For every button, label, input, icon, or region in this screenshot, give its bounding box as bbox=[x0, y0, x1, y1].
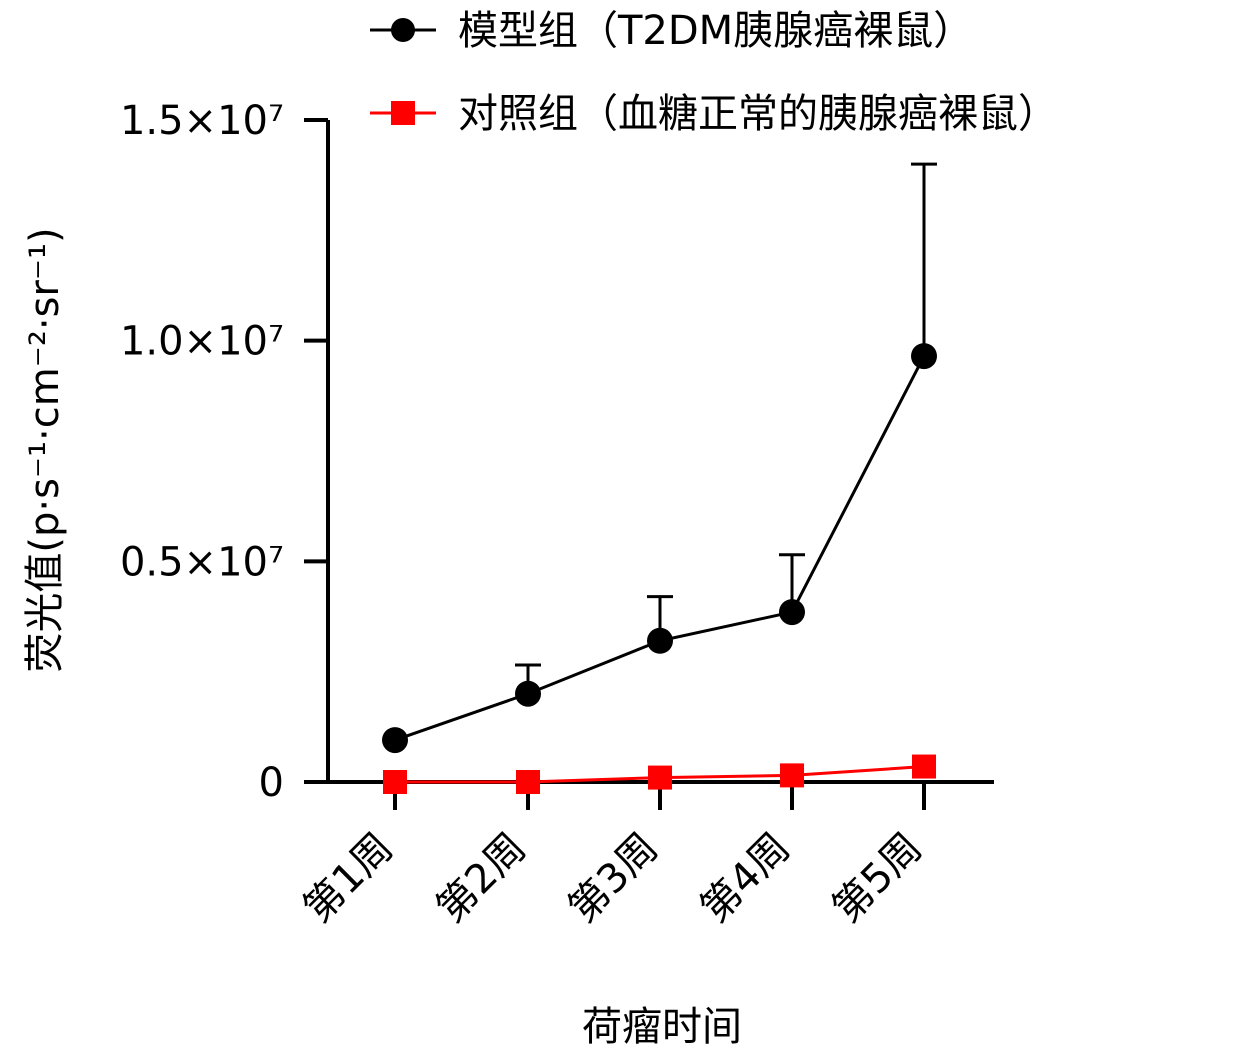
data-point bbox=[382, 727, 408, 754]
y-tick-label: 0.5×10⁷ bbox=[120, 539, 284, 585]
x-tick-label: 第5周 bbox=[824, 825, 931, 932]
x-tick-label: 第3周 bbox=[560, 825, 667, 932]
axes bbox=[326, 120, 994, 784]
data-point bbox=[912, 754, 936, 779]
data-point bbox=[515, 680, 541, 707]
legend-label-control: 对照组（血糖正常的胰腺癌裸鼠） bbox=[458, 91, 1058, 137]
data-point bbox=[648, 765, 672, 790]
x-axis-title: 荷瘤时间 bbox=[582, 1004, 742, 1050]
series-control bbox=[383, 754, 936, 794]
data-point bbox=[383, 770, 407, 794]
series-model bbox=[382, 162, 937, 754]
y-tick-label: 0 bbox=[259, 760, 284, 806]
data-point bbox=[911, 343, 937, 370]
x-ticks: 第1周 第2周 第3周 第4周 第5周 bbox=[295, 782, 931, 932]
series-line bbox=[394, 355, 926, 742]
legend-label-model: 模型组（T2DM胰腺癌裸鼠） bbox=[458, 8, 973, 54]
legend: 模型组（T2DM胰腺癌裸鼠） 对照组（血糖正常的胰腺癌裸鼠） bbox=[370, 8, 1058, 137]
data-point bbox=[779, 599, 805, 626]
legend-marker-control bbox=[391, 101, 415, 125]
y-ticks: 0 0.5×10⁷ 1.0×10⁷ 1.5×10⁷ bbox=[120, 98, 328, 806]
y-axis-title: 荧光值(p·s⁻¹·cm⁻²·sr⁻¹) bbox=[22, 227, 68, 672]
x-tick-label: 第4周 bbox=[692, 825, 799, 932]
data-point bbox=[516, 770, 540, 794]
data-point bbox=[647, 627, 673, 654]
y-tick-label: 1.5×10⁷ bbox=[120, 98, 284, 144]
x-tick-label: 第1周 bbox=[295, 825, 402, 932]
legend-marker-model bbox=[391, 18, 415, 42]
series-layer bbox=[382, 162, 937, 794]
data-point bbox=[780, 763, 804, 788]
x-tick-label: 第2周 bbox=[428, 825, 535, 932]
y-tick-label: 1.0×10⁷ bbox=[120, 319, 284, 365]
